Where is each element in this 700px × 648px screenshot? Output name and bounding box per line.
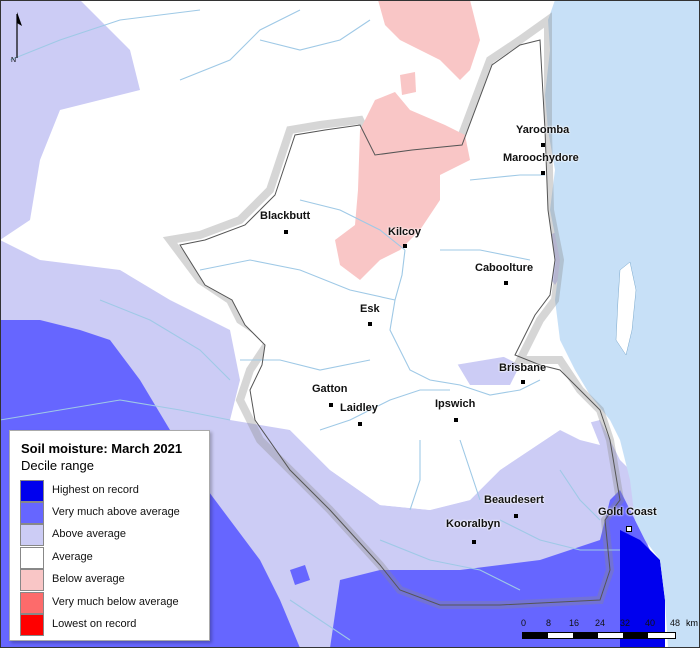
town-label: Gatton: [312, 383, 348, 395]
town-marker: [541, 143, 545, 147]
legend-label: Very much above average: [52, 506, 180, 518]
town-marker: [541, 171, 545, 175]
legend-swatch: [20, 569, 44, 591]
town-label: Gold Coast: [598, 506, 657, 518]
town-marker: [454, 418, 458, 422]
rivers: [0, 9, 620, 641]
legend-swatch: [20, 614, 44, 636]
town-marker: [368, 322, 372, 326]
town-label: Brisbane: [499, 362, 547, 374]
scale-tick: 48: [670, 618, 681, 628]
town-marker: [504, 281, 508, 285]
town-label: Beaudesert: [484, 494, 544, 506]
town-label: Blackbutt: [260, 210, 311, 222]
catchment-average: [180, 40, 600, 510]
below-average-zones: [335, 0, 480, 280]
legend-label: Highest on record: [52, 484, 139, 496]
legend-swatch: [20, 502, 44, 524]
scale-tick: 16: [569, 618, 580, 628]
legend: Soil moisture: March 2021 Decile range H…: [9, 430, 210, 641]
scale-tick: 0: [521, 618, 527, 628]
north-arrow: N: [8, 10, 26, 74]
scale-tick: 24: [595, 618, 606, 628]
town-marker: [472, 540, 476, 544]
north-label: N: [11, 57, 17, 64]
scale-bar-graphic: [522, 632, 676, 639]
legend-title: Soil moisture: March 2021: [21, 441, 183, 456]
town-marker: [521, 380, 525, 384]
scale-tick: 40: [645, 618, 656, 628]
legend-label: Very much below average: [52, 596, 179, 608]
town-label: Kilcoy: [388, 226, 422, 238]
town-marker: [329, 403, 333, 407]
town-marker: [514, 514, 518, 518]
legend-label: Above average: [52, 528, 126, 540]
town-label: Laidley: [340, 402, 378, 414]
highest-on-record-zone: [620, 530, 665, 648]
catchment-boundary: [179, 39, 621, 606]
legend-swatch: [20, 524, 44, 546]
town-label: Maroochydore: [503, 152, 579, 164]
town-marker: [358, 422, 362, 426]
scale-tick: 32: [620, 618, 631, 628]
legend-label: Lowest on record: [52, 618, 137, 630]
legend-swatch: [20, 480, 44, 502]
island: [615, 261, 637, 356]
town-label: Yaroomba: [516, 124, 570, 136]
town-marker: [284, 230, 288, 234]
town-label: Ipswich: [435, 398, 476, 410]
scale-bar: 0 8 16 24 32 40 48 km: [516, 618, 698, 644]
scale-unit: km: [686, 618, 698, 628]
scale-tick: 8: [546, 618, 552, 628]
north-arrow-icon: [16, 12, 22, 58]
legend-label: Below average: [52, 573, 125, 585]
town-marker: [403, 244, 407, 248]
town-label: Kooralbyn: [446, 518, 501, 530]
legend-swatch: [20, 592, 44, 614]
legend-subtitle: Decile range: [21, 458, 94, 473]
town-label: Esk: [360, 303, 380, 315]
town-marker: [626, 526, 632, 532]
legend-swatch: [20, 547, 44, 569]
legend-label: Average: [52, 551, 93, 563]
town-label: Caboolture: [475, 262, 534, 274]
